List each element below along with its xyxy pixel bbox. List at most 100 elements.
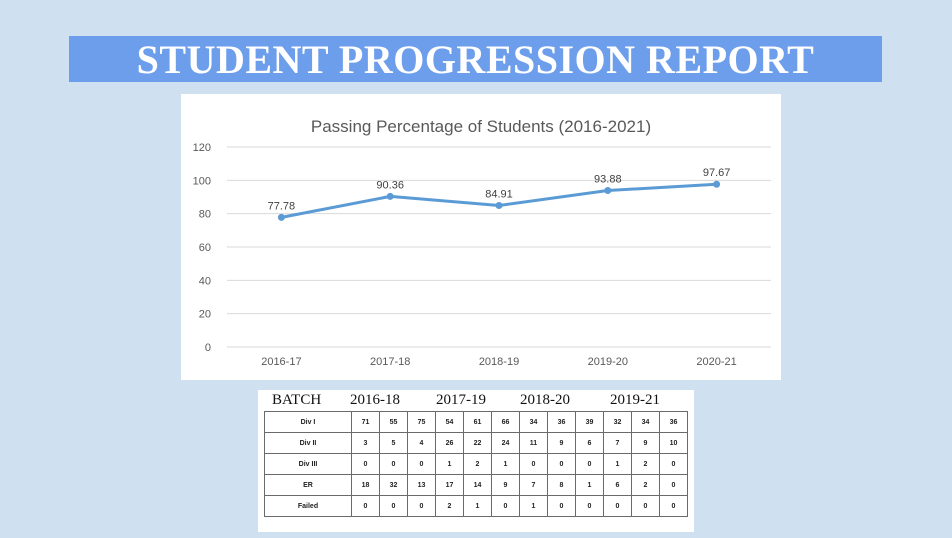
row-label: Failed <box>264 495 352 517</box>
batch-results-table-panel: BATCH 2016-18 2017-19 2018-20 2019-21 Di… <box>258 390 694 532</box>
table-cell: 0 <box>547 495 576 517</box>
table-cell: 6 <box>603 474 632 496</box>
table-cell: 0 <box>631 495 660 517</box>
table-cell: 36 <box>547 411 576 433</box>
table-cell: 1 <box>603 453 632 475</box>
table-cell: 9 <box>631 432 660 454</box>
y-tick-label: 40 <box>199 275 211 287</box>
table-cell: 75 <box>407 411 436 433</box>
table-cell: 7 <box>603 432 632 454</box>
table-cell: 0 <box>491 495 520 517</box>
data-label: 90.36 <box>376 179 404 191</box>
table-cell: 61 <box>463 411 492 433</box>
table-cell: 0 <box>547 453 576 475</box>
y-tick-label: 0 <box>205 342 211 354</box>
table-cell: 0 <box>407 495 436 517</box>
table-cell: 0 <box>379 453 408 475</box>
table-cell: 8 <box>547 474 576 496</box>
table-cell: 1 <box>491 453 520 475</box>
table-cell: 0 <box>519 453 548 475</box>
table-row: Div III 0 0 0 1 2 1 0 0 0 1 2 0 <box>264 453 688 475</box>
row-label: Div II <box>264 432 352 454</box>
data-point <box>277 213 285 221</box>
table-cell: 34 <box>519 411 548 433</box>
table-cell: 14 <box>463 474 492 496</box>
x-tick-label: 2016-17 <box>261 356 301 368</box>
table-cell: 0 <box>407 453 436 475</box>
passing-percentage-chart: Passing Percentage of Students (2016-202… <box>181 94 781 380</box>
table-cell: 10 <box>659 432 688 454</box>
table-row: Failed 0 0 0 2 1 0 1 0 0 0 0 0 <box>264 495 688 517</box>
table-cell: 66 <box>491 411 520 433</box>
y-tick-label: 80 <box>199 209 211 221</box>
table-cell: 71 <box>351 411 380 433</box>
batch-header-row: BATCH 2016-18 2017-19 2018-20 2019-21 <box>264 392 688 410</box>
table-row: ER 18 32 13 17 14 9 7 8 1 6 2 0 <box>264 474 688 496</box>
table-cell: 0 <box>659 495 688 517</box>
table-cell: 2 <box>631 453 660 475</box>
page-title: STUDENT PROGRESSION REPORT <box>136 36 815 82</box>
chart-title: Passing Percentage of Students (2016-202… <box>311 117 651 136</box>
table-cell: 32 <box>603 411 632 433</box>
table-cell: 32 <box>379 474 408 496</box>
table-cell: 2 <box>435 495 464 517</box>
table-cell: 1 <box>435 453 464 475</box>
table-cell: 3 <box>351 432 380 454</box>
data-label: 77.78 <box>268 200 296 212</box>
table-cell: 0 <box>351 453 380 475</box>
chart-canvas: Passing Percentage of Students (2016-202… <box>193 117 771 368</box>
x-tick-label: 2019-20 <box>588 356 628 368</box>
table-cell: 9 <box>547 432 576 454</box>
report-title-banner: STUDENT PROGRESSION REPORT <box>69 36 882 82</box>
table-cell: 13 <box>407 474 436 496</box>
table-cell: 36 <box>659 411 688 433</box>
y-tick-label: 60 <box>199 242 211 254</box>
table-row: Div I 71 55 75 54 61 66 34 36 39 32 34 36 <box>264 411 688 433</box>
table-cell: 18 <box>351 474 380 496</box>
data-point <box>495 201 503 209</box>
batch-label: 2017-19 <box>436 392 486 408</box>
data-label: 97.67 <box>703 167 731 179</box>
table-cell: 1 <box>519 495 548 517</box>
results-grid: Div I 71 55 75 54 61 66 34 36 39 32 34 36 Div II 3 5 4 26… <box>264 411 688 517</box>
table-cell: 0 <box>575 453 604 475</box>
table-cell: 24 <box>491 432 520 454</box>
data-label: 93.88 <box>594 174 622 186</box>
y-tick-label: 20 <box>199 309 211 321</box>
x-tick-label: 2017-18 <box>370 356 410 368</box>
table-cell: 4 <box>407 432 436 454</box>
table-cell: 34 <box>631 411 660 433</box>
table-cell: 6 <box>575 432 604 454</box>
table-cell: 39 <box>575 411 604 433</box>
row-label: ER <box>264 474 352 496</box>
table-cell: 2 <box>463 453 492 475</box>
batch-label: 2019-21 <box>610 392 660 408</box>
row-label: Div I <box>264 411 352 433</box>
batch-label: 2018-20 <box>520 392 570 408</box>
table-cell: 0 <box>379 495 408 517</box>
table-cell: 0 <box>351 495 380 517</box>
table-cell: 7 <box>519 474 548 496</box>
batch-header-label: BATCH <box>272 392 322 408</box>
x-tick-label: 2018-19 <box>479 356 519 368</box>
results-grid-body: Div I 71 55 75 54 61 66 34 36 39 32 34 36 Div II 3 5 4 26… <box>264 411 688 517</box>
batch-label: 2016-18 <box>350 392 400 408</box>
data-point <box>713 180 721 188</box>
table-cell: 0 <box>575 495 604 517</box>
table-cell: 9 <box>491 474 520 496</box>
table-cell: 0 <box>659 453 688 475</box>
table-cell: 0 <box>603 495 632 517</box>
table-cell: 11 <box>519 432 548 454</box>
table-cell: 22 <box>463 432 492 454</box>
table-cell: 2 <box>631 474 660 496</box>
table-cell: 54 <box>435 411 464 433</box>
x-tick-label: 2020-21 <box>696 356 736 368</box>
y-tick-label: 120 <box>193 142 211 154</box>
table-cell: 1 <box>463 495 492 517</box>
data-point <box>386 192 394 200</box>
table-cell: 26 <box>435 432 464 454</box>
table-cell: 55 <box>379 411 408 433</box>
data-point <box>604 187 612 195</box>
data-label: 84.91 <box>485 188 513 200</box>
table-cell: 0 <box>659 474 688 496</box>
